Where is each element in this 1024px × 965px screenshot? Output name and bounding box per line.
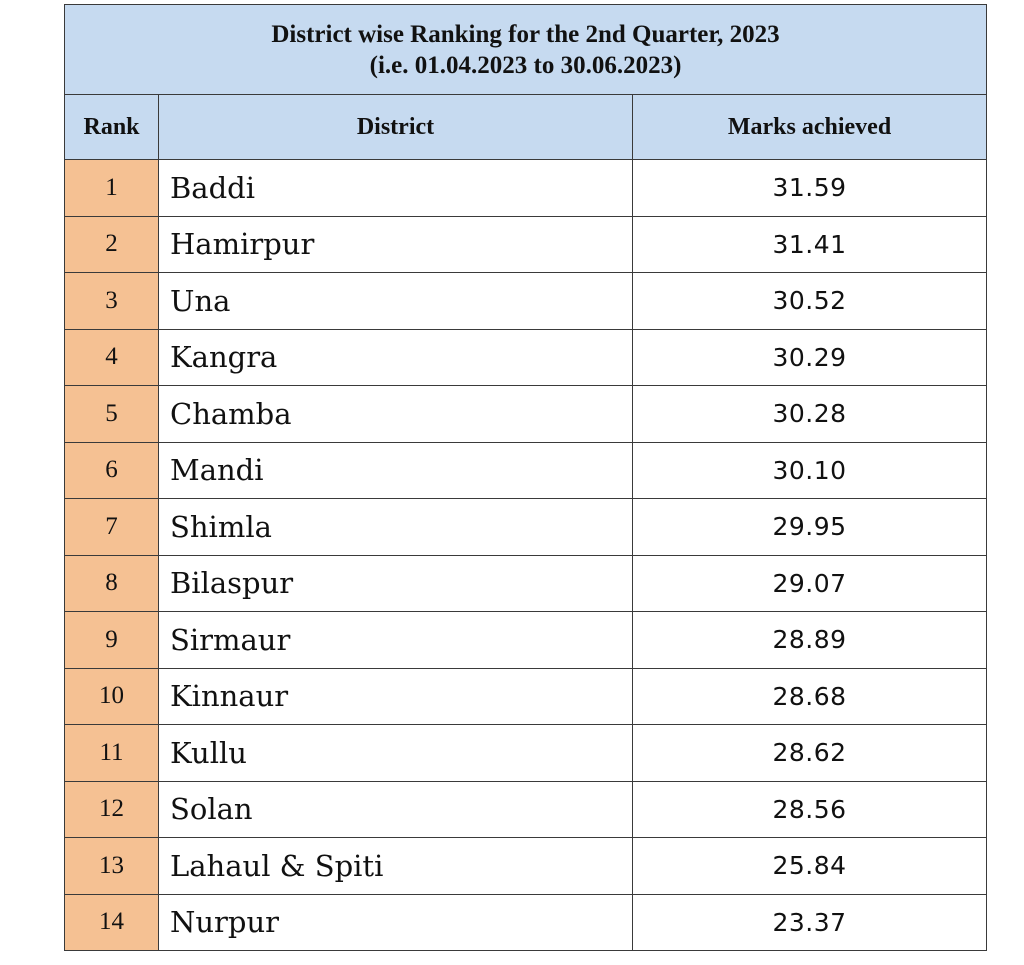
table-row: 12 Solan 28.56 [64,780,988,838]
table-row: 9 Sirmaur 28.89 [64,611,988,669]
rank-cell: 2 [64,215,159,273]
marks-cell: 30.28 [631,385,988,443]
title-row: District wise Ranking for the 2nd Quarte… [63,4,988,95]
table-row: 6 Mandi 30.10 [64,441,988,499]
rank-cell: 7 [64,498,159,556]
table-row: 7 Shimla 29.95 [64,498,988,556]
marks-cell: 28.56 [631,780,988,838]
marks-cell: 30.52 [631,272,988,330]
rank-cell: 13 [64,837,159,895]
table-row: 11 Kullu 28.62 [64,724,988,782]
rank-cell: 9 [64,611,159,669]
marks-cell: 30.10 [631,441,988,499]
district-cell: Bilaspur [158,554,633,612]
column-header-rank: Rank [64,94,159,160]
marks-cell: 29.95 [631,498,988,556]
column-header-row: Rank District Marks achieved [64,94,988,160]
marks-cell: 29.07 [631,554,988,612]
rank-cell: 8 [64,554,159,612]
column-header-district: District [158,94,633,160]
marks-cell: 31.41 [631,215,988,273]
marks-cell: 28.89 [631,611,988,669]
district-cell: Una [158,272,633,330]
district-cell: Sirmaur [158,611,633,669]
table-row: 4 Kangra 30.29 [64,328,988,386]
rank-cell: 6 [64,441,159,499]
rank-cell: 4 [64,328,159,386]
title-line-1: District wise Ranking for the 2nd Quarte… [271,20,780,48]
table-row: 5 Chamba 30.28 [64,385,988,443]
marks-cell: 28.68 [631,667,988,725]
column-header-marks: Marks achieved [631,94,988,160]
table-row: 3 Una 30.52 [64,272,988,330]
district-cell: Kinnaur [158,667,633,725]
district-cell: Mandi [158,441,633,499]
marks-cell: 30.29 [631,328,988,386]
district-cell: Chamba [158,385,633,443]
ranking-document: District wise Ranking for the 2nd Quarte… [63,4,988,951]
district-cell: Kangra [158,328,633,386]
rank-cell: 12 [64,780,159,838]
rank-cell: 3 [64,272,159,330]
marks-cell: 25.84 [631,837,988,895]
marks-cell: 23.37 [631,893,988,951]
table-row: 8 Bilaspur 29.07 [64,554,988,612]
table-row: 10 Kinnaur 28.68 [64,667,988,725]
table-row: 1 Baddi 31.59 [64,159,988,217]
table-row: 14 Nurpur 23.37 [64,893,988,951]
table-row: 2 Hamirpur 31.41 [64,215,988,273]
rank-cell: 10 [64,667,159,725]
district-cell: Nurpur [158,893,633,951]
rank-cell: 11 [64,724,159,782]
marks-cell: 28.62 [631,724,988,782]
district-cell: Shimla [158,498,633,556]
marks-cell: 31.59 [631,159,988,217]
district-cell: Lahaul & Spiti [158,837,633,895]
district-cell: Baddi [158,159,633,217]
rank-cell: 1 [64,159,159,217]
title-line-2: (i.e. 01.04.2023 to 30.06.2023) [369,51,682,79]
rank-cell: 5 [64,385,159,443]
ranking-table: District wise Ranking for the 2nd Quarte… [63,4,988,951]
district-cell: Kullu [158,724,633,782]
rank-cell: 14 [64,893,159,951]
district-cell: Solan [158,780,633,838]
district-cell: Hamirpur [158,215,633,273]
table-row: 13 Lahaul & Spiti 25.84 [64,837,988,895]
table-title: District wise Ranking for the 2nd Quarte… [63,4,988,95]
